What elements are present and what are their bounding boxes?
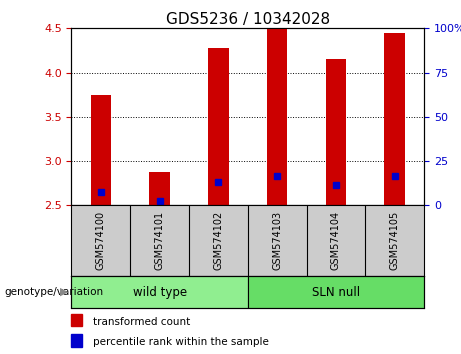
Bar bbox=[325, 59, 346, 205]
Text: genotype/variation: genotype/variation bbox=[5, 287, 104, 297]
Bar bbox=[208, 48, 229, 205]
Text: GSM574104: GSM574104 bbox=[331, 211, 341, 270]
Text: GSM574100: GSM574100 bbox=[96, 211, 106, 270]
Text: wild type: wild type bbox=[133, 286, 187, 298]
Text: SLN null: SLN null bbox=[312, 286, 360, 298]
Bar bbox=[267, 28, 288, 205]
Text: GSM574101: GSM574101 bbox=[154, 211, 165, 270]
Text: GSM574102: GSM574102 bbox=[213, 211, 224, 270]
Bar bbox=[71, 276, 248, 308]
Text: transformed count: transformed count bbox=[93, 317, 190, 327]
Bar bbox=[384, 33, 405, 205]
Text: percentile rank within the sample: percentile rank within the sample bbox=[93, 337, 268, 348]
Bar bbox=[90, 95, 111, 205]
Text: GSM574103: GSM574103 bbox=[272, 211, 282, 270]
Bar bbox=[149, 172, 170, 205]
Bar bbox=[71, 334, 82, 347]
Text: GSM574105: GSM574105 bbox=[390, 211, 400, 270]
Text: ▶: ▶ bbox=[60, 287, 69, 297]
Bar bbox=[71, 314, 82, 326]
Title: GDS5236 / 10342028: GDS5236 / 10342028 bbox=[165, 12, 330, 27]
Bar bbox=[248, 276, 424, 308]
